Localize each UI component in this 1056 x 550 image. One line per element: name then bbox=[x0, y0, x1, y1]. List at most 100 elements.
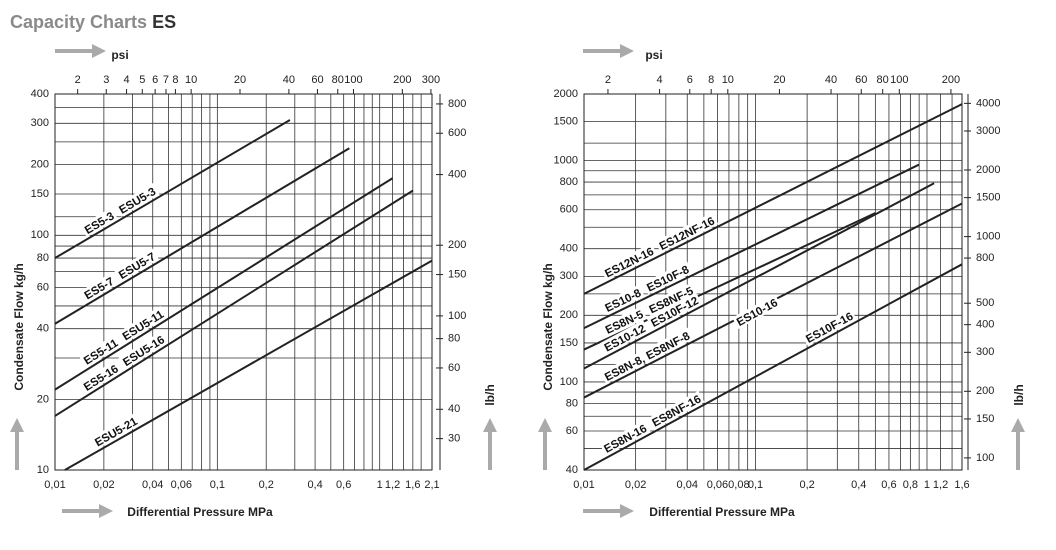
line-label-group: ES10F-16 bbox=[801, 307, 857, 346]
label-background bbox=[599, 420, 651, 456]
y2-tick-label: 200 bbox=[976, 385, 994, 397]
y2-tick-label: 80 bbox=[448, 333, 460, 345]
line-label: ES12N-16 bbox=[603, 246, 656, 281]
x-tick-label: 0,1 bbox=[210, 479, 225, 491]
x-tick-label: 0,06 bbox=[171, 479, 192, 491]
y2-axis-label: lb/h bbox=[1012, 384, 1026, 405]
line-label-group: ES8NF-16 bbox=[647, 390, 705, 430]
x2-tick-label: 100 bbox=[890, 74, 908, 86]
x2-tick-label: 200 bbox=[942, 74, 960, 86]
arrow bbox=[538, 418, 552, 470]
x2-tick-label: 6 bbox=[152, 74, 158, 86]
y-tick-label: 60 bbox=[37, 281, 49, 293]
y2-tick-label: 400 bbox=[976, 319, 994, 331]
x2-tick-label: 20 bbox=[773, 74, 785, 86]
y2-tick-label: 100 bbox=[448, 310, 466, 322]
line-label: ESU5-21 bbox=[93, 415, 140, 449]
x-tick-label: 1 bbox=[924, 479, 930, 491]
x2-tick-label: 20 bbox=[234, 74, 246, 86]
x-tick-label: 2,1 bbox=[424, 479, 439, 491]
y2-tick-label: 60 bbox=[448, 362, 460, 374]
label-background bbox=[79, 272, 118, 303]
capacity-line bbox=[54, 147, 350, 325]
label-background bbox=[601, 306, 647, 337]
label-background bbox=[600, 284, 645, 315]
label-background bbox=[118, 331, 169, 370]
y-tick-label: 2000 bbox=[554, 88, 578, 100]
x2-tick-label: 10 bbox=[185, 74, 197, 86]
label-background bbox=[642, 261, 693, 295]
x-tick-label: 1,2 bbox=[385, 479, 400, 491]
x2-tick-label: 60 bbox=[311, 74, 323, 86]
arrows bbox=[10, 44, 1025, 518]
capacity-line bbox=[583, 103, 963, 295]
label-background bbox=[600, 243, 658, 281]
y2-tick-label: 2000 bbox=[976, 164, 1000, 176]
y2-tick-label: 600 bbox=[448, 127, 466, 139]
x-tick-label: 0,06 bbox=[707, 479, 728, 491]
arrow bbox=[10, 418, 24, 470]
y2-tick-label: 300 bbox=[976, 346, 994, 358]
x2-axis-label: psi bbox=[645, 48, 662, 62]
y2-tick-label: 150 bbox=[448, 268, 466, 280]
line-label-group: ES5-3 bbox=[80, 207, 118, 238]
x-tick-label: 0,4 bbox=[307, 479, 322, 491]
x2-tick-label: 100 bbox=[344, 74, 362, 86]
capacity-line bbox=[583, 163, 920, 330]
capacity-line bbox=[54, 119, 291, 259]
y-tick-label: 200 bbox=[560, 309, 578, 321]
x2-tick-label: 40 bbox=[283, 74, 295, 86]
x2-tick-label: 6 bbox=[687, 74, 693, 86]
y-tick-label: 1500 bbox=[554, 116, 578, 128]
plot-frame bbox=[583, 93, 963, 471]
x-tick-label: 1,2 bbox=[933, 479, 948, 491]
x2-tick-label: 2 bbox=[75, 74, 81, 86]
y2-tick-label: 500 bbox=[976, 297, 994, 309]
x2-tick-label: 4 bbox=[123, 74, 129, 86]
line-label-group: ES10-16 bbox=[732, 294, 782, 330]
capacity-line bbox=[583, 182, 935, 370]
label-background bbox=[79, 360, 122, 394]
arrow bbox=[583, 504, 634, 518]
y-tick-label: 300 bbox=[31, 117, 49, 129]
y-tick-label: 1000 bbox=[554, 155, 578, 167]
capacity-line bbox=[583, 263, 963, 471]
x2-tick-label: 5 bbox=[139, 74, 145, 86]
y-tick-label: 80 bbox=[37, 252, 49, 264]
arrow bbox=[62, 504, 113, 518]
y-tick-label: 150 bbox=[31, 188, 49, 200]
y-tick-label: 40 bbox=[566, 464, 578, 476]
y-tick-label: 80 bbox=[566, 397, 578, 409]
x2-tick-label: 80 bbox=[332, 74, 344, 86]
title-text: Capacity Charts bbox=[10, 12, 147, 32]
x-tick-label: 0,04 bbox=[677, 479, 698, 491]
x-tick-label: 0,2 bbox=[259, 479, 274, 491]
label-background bbox=[599, 320, 650, 355]
line-label: ES10F-16 bbox=[804, 311, 855, 346]
y2-tick-label: 400 bbox=[448, 168, 466, 180]
x-tick-label: 1,6 bbox=[954, 479, 969, 491]
label-background bbox=[801, 307, 857, 346]
y-tick-label: 600 bbox=[560, 204, 578, 216]
y2-axis-label: lb/h bbox=[483, 384, 497, 405]
x2-tick-label: 40 bbox=[825, 74, 837, 86]
x-axis-label: Differential Pressure MPa bbox=[127, 505, 273, 519]
y2-tick-label: 100 bbox=[976, 452, 994, 464]
x-tick-label: 1 bbox=[377, 479, 383, 491]
y-tick-label: 100 bbox=[31, 229, 49, 241]
capacity-line bbox=[54, 177, 394, 391]
label-background bbox=[732, 294, 782, 330]
y-tick-label: 100 bbox=[560, 376, 578, 388]
arrow bbox=[583, 44, 634, 58]
x-tick-label: 0,2 bbox=[799, 479, 814, 491]
arrow bbox=[1011, 418, 1025, 470]
x2-tick-label: 3 bbox=[103, 74, 109, 86]
y2-tick-label: 800 bbox=[976, 252, 994, 264]
y-tick-label: 20 bbox=[37, 393, 49, 405]
y-tick-label: 40 bbox=[37, 323, 49, 335]
y-tick-label: 60 bbox=[566, 425, 578, 437]
y-tick-label: 150 bbox=[560, 337, 578, 349]
label-background bbox=[114, 183, 160, 217]
y2-tick-label: 800 bbox=[448, 98, 466, 110]
